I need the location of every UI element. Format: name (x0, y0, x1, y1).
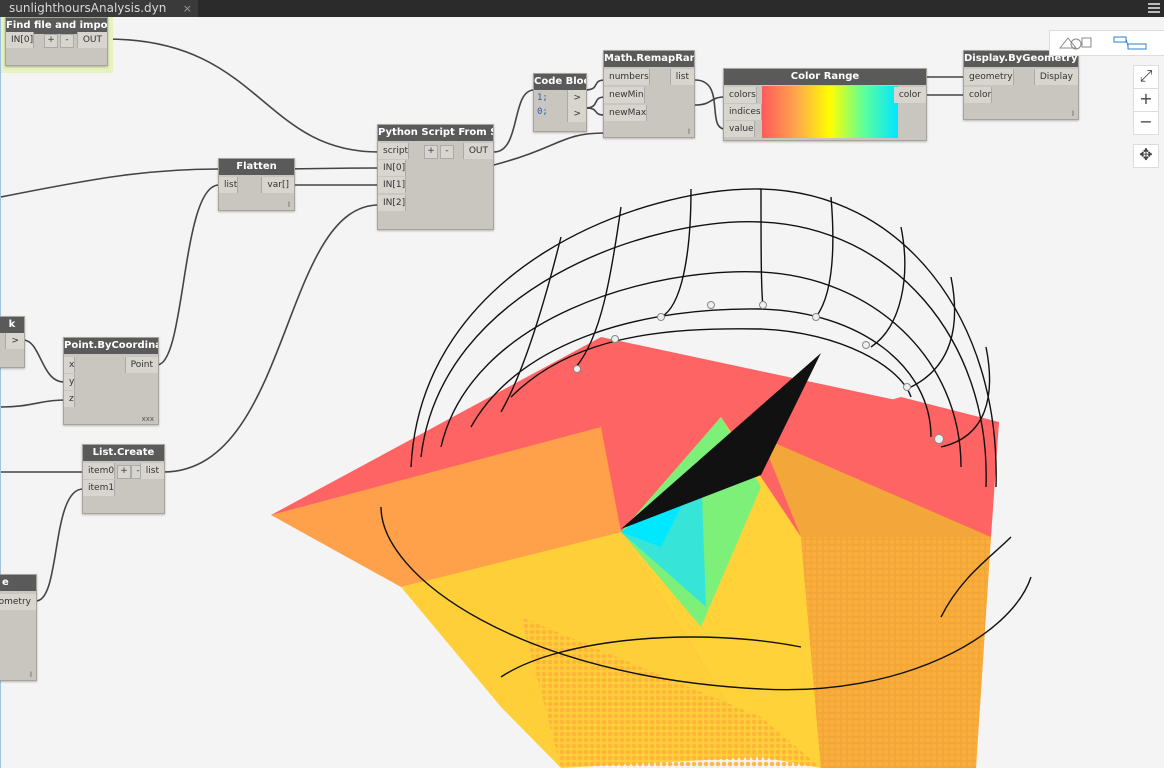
node-title: e (0, 575, 36, 591)
input-port[interactable]: colors (724, 87, 757, 103)
input-port[interactable]: list (219, 177, 239, 193)
input-port[interactable]: x (64, 357, 76, 373)
output-port[interactable]: color (892, 87, 926, 103)
remove-port-button[interactable]: - (60, 34, 74, 48)
output-port[interactable]: > (567, 90, 586, 106)
input-port[interactable]: script (378, 143, 410, 159)
input-port[interactable]: IN[2] (378, 195, 407, 211)
node-title: Code Block (534, 74, 586, 90)
find-file-node[interactable]: Find file and import it IN[0] + - OUT (5, 17, 108, 66)
color-range-node[interactable]: Color Range colors indices value color (723, 68, 927, 141)
input-port[interactable]: newMax (604, 105, 648, 121)
graph-view-button[interactable] (1110, 34, 1154, 52)
connector-wires (1, 38, 965, 602)
output-port[interactable]: OUT (462, 143, 493, 159)
output-port[interactable]: > (5, 333, 24, 349)
input-port[interactable]: IN[0] (378, 160, 407, 176)
sun-path-dome (380, 188, 1032, 691)
input-port[interactable]: z (64, 391, 75, 407)
color-range-preview (762, 86, 898, 138)
output-port[interactable]: Display (1033, 69, 1078, 85)
lacing-indicator: l (288, 201, 290, 209)
close-tab-icon[interactable]: × (182, 2, 192, 15)
geometry-view-button[interactable] (1056, 34, 1096, 52)
building-fin (621, 353, 821, 529)
input-port[interactable]: value (724, 121, 755, 137)
output-port[interactable]: ometry (0, 594, 36, 610)
output-port[interactable]: OUT (76, 32, 107, 48)
remove-port-button[interactable]: - (440, 145, 454, 159)
input-port[interactable]: numbers (604, 69, 650, 85)
zoom-to-fit-icon[interactable]: ⤢ (1133, 65, 1159, 89)
node-title: Find file and import it (6, 18, 107, 34)
remap-range-node[interactable]: Math.RemapRange numbers newMin newMax li… (603, 50, 695, 138)
lacing-indicator: l (30, 671, 32, 679)
lacing-indicator: l (688, 128, 690, 136)
add-port-button[interactable]: + (117, 465, 131, 479)
geometry-preview (1, 38, 1032, 768)
zoom-out-icon[interactable]: − (1133, 111, 1159, 135)
display-geometry-color-node[interactable]: Display.ByGeometryColor geometry color D… (963, 50, 1079, 120)
node-title: Flatten (219, 159, 294, 175)
document-tab-title: sunlighthoursAnalysis.dyn (9, 1, 167, 15)
input-port[interactable]: indices (724, 104, 762, 120)
pan-icon[interactable]: ✥ (1133, 144, 1159, 168)
zoom-in-icon[interactable]: + (1133, 88, 1159, 112)
add-port-button[interactable]: + (424, 145, 438, 159)
sun-position-markers (573, 301, 944, 444)
point-by-coordinates-node[interactable]: Point.ByCoordinates x y z Point xxx (63, 337, 159, 425)
add-port-button[interactable]: + (44, 34, 58, 48)
output-port[interactable]: > (567, 106, 586, 122)
python-script-node[interactable]: Python Script From String script IN[0] I… (377, 124, 494, 230)
input-port[interactable]: IN[0] (6, 32, 35, 48)
lacing-indicator: xxx (141, 415, 154, 423)
tab-bar: sunlighthoursAnalysis.dyn × (0, 0, 1164, 17)
output-port[interactable]: list (139, 463, 164, 479)
node-title: Point.ByCoordinates (64, 338, 158, 354)
input-port[interactable]: geometry (964, 69, 1014, 85)
node-title: Color Range (724, 69, 926, 85)
node-title: Python Script From String (378, 125, 493, 141)
document-tab[interactable]: sunlighthoursAnalysis.dyn × (0, 0, 198, 17)
node-title: k (0, 317, 24, 333)
flatten-node[interactable]: Flatten list var[] l (218, 158, 295, 211)
node-title: Math.RemapRange (604, 51, 694, 67)
output-port[interactable]: Point (124, 357, 158, 373)
node-title: List.Create (83, 445, 164, 461)
input-port[interactable]: item1 (83, 480, 116, 496)
input-port[interactable]: y (64, 374, 76, 390)
input-port[interactable]: color (964, 87, 993, 103)
lacing-indicator: l (1072, 110, 1074, 118)
partial-node[interactable]: k > (0, 316, 25, 368)
input-port[interactable]: IN[1] (378, 177, 407, 193)
partial-geometry-node[interactable]: e ometry l (0, 574, 37, 681)
code-line[interactable]: 1; (537, 93, 548, 103)
list-create-node[interactable]: List.Create item0 item1 + - list (82, 444, 165, 514)
output-port[interactable]: list (669, 69, 694, 85)
input-port[interactable]: newMin (604, 87, 645, 103)
view-mode-toggle (1049, 30, 1164, 56)
output-port[interactable]: var[] (261, 177, 294, 193)
code-block-node[interactable]: Code Block 1; 0; > > (533, 73, 587, 132)
workspace-canvas[interactable]: Find file and import it IN[0] + - OUT Co… (0, 17, 1164, 768)
code-line[interactable]: 0; (537, 107, 548, 117)
input-port[interactable]: item0 (83, 463, 116, 479)
menu-icon[interactable] (1148, 1, 1160, 13)
